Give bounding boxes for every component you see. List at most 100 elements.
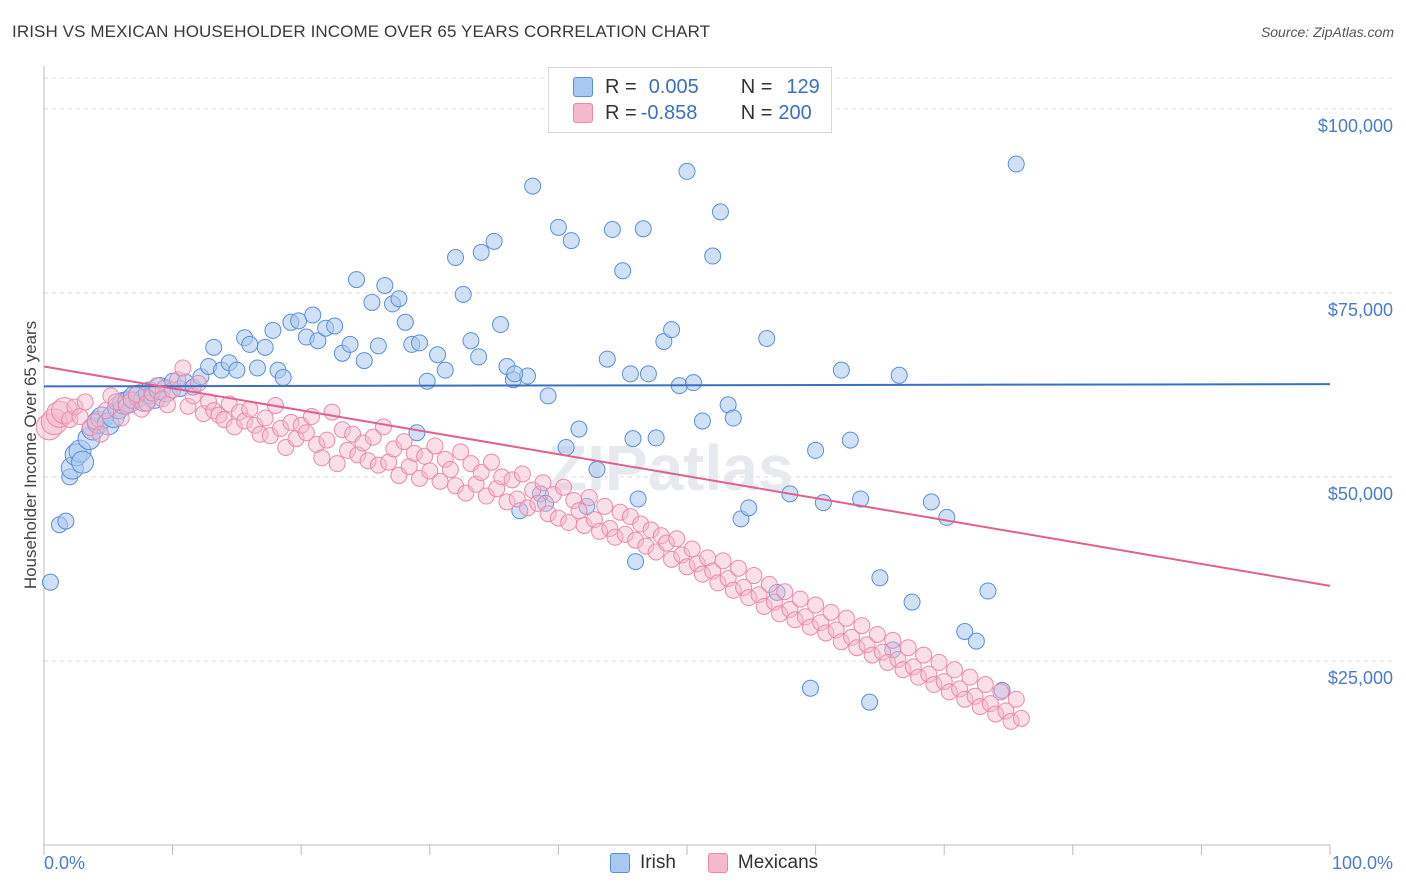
mexican-point (596, 497, 614, 515)
mexican-point (179, 397, 197, 415)
legend-label-irish: Irish (640, 852, 676, 873)
mexican-point (354, 434, 372, 452)
r-value: -0.858 (640, 101, 698, 124)
mexican-point (539, 505, 557, 523)
irish-point (205, 338, 223, 356)
mexican-point (297, 424, 315, 442)
irish-point (447, 249, 465, 267)
mexican-point (678, 558, 696, 576)
stats-legend: R = 0.005 N = 129 R = -0.858 N = 200 (548, 67, 832, 133)
chart-title: IRISH VS MEXICAN HOUSEHOLDER INCOME OVER… (12, 22, 711, 41)
irish-point (570, 420, 588, 438)
irish-point (411, 334, 429, 352)
mexican-point (879, 653, 897, 671)
irish-point (903, 593, 921, 611)
mexican-point (61, 410, 79, 428)
irish-point (41, 573, 59, 591)
mexican-point (930, 653, 948, 671)
mexican-point (1007, 690, 1025, 708)
irish-point (326, 317, 344, 335)
mexican-point (997, 702, 1015, 720)
mexican-point (693, 565, 711, 583)
n-value: 129 (786, 75, 820, 98)
mexican-point (606, 528, 624, 546)
mexican-point (822, 603, 840, 621)
mexican-point (318, 431, 336, 449)
legend-row-irish: R = 0.005 N = 129 (573, 74, 820, 100)
irish-point (629, 490, 647, 508)
irish-point (57, 512, 75, 530)
mexican-point (138, 394, 156, 412)
mexican-point (817, 624, 835, 642)
irish-point (562, 232, 580, 250)
mexican-point (837, 609, 855, 627)
mexican-point (709, 574, 727, 592)
irish-point (647, 429, 665, 447)
mexican-point (591, 522, 609, 540)
irish-point (598, 350, 616, 368)
irish-point (832, 361, 850, 379)
mexican-point (256, 409, 274, 427)
mexican-point (503, 471, 521, 489)
mexican-point (755, 597, 773, 615)
mexican-point (483, 453, 501, 471)
mexican-point (241, 400, 259, 418)
irish-point (967, 632, 985, 650)
r-value: 0.005 (648, 75, 699, 98)
mexican-point (627, 531, 645, 549)
mexican-point (441, 461, 459, 479)
irish-point (979, 582, 997, 600)
irish-point (264, 321, 282, 339)
y-tick-label: $50,000 (1328, 484, 1393, 504)
mexican-point (668, 530, 686, 548)
irish-point (684, 374, 702, 392)
mexican-point (889, 650, 907, 668)
r-label: R = (605, 101, 637, 124)
irish-point (740, 499, 758, 517)
irish-point (369, 337, 387, 355)
mexican-point (776, 583, 794, 601)
mexican-point (981, 695, 999, 713)
legend-label-mexicans: Mexicans (737, 852, 819, 873)
irish-trend-line (43, 383, 1331, 388)
irish-point (711, 203, 729, 221)
y-tick-label: $75,000 (1328, 300, 1393, 320)
irish-point (470, 348, 488, 366)
mexican-point (436, 450, 454, 468)
n-label: N = (740, 101, 773, 124)
irish-point (852, 490, 870, 508)
mexican-point (909, 668, 927, 686)
irish-point (485, 232, 503, 250)
y-tick-label: $100,000 (1318, 116, 1393, 136)
mexican-point (843, 628, 861, 646)
mexican-point (786, 611, 804, 629)
mexican-point (555, 478, 573, 496)
irish-point (1007, 155, 1025, 173)
mexican-point (611, 503, 629, 521)
legend-item-irish[interactable]: Irish (610, 852, 676, 874)
mexican-point (632, 515, 650, 533)
mexican-point (935, 673, 953, 691)
mexican-point (431, 472, 449, 490)
mexican-point (472, 463, 490, 481)
irish-point (454, 285, 472, 303)
irish-point (758, 330, 776, 348)
mexican-point (575, 516, 593, 534)
irish-point (241, 335, 259, 353)
mexican-point (858, 636, 876, 654)
irish-point (614, 262, 632, 280)
mexican-point (781, 600, 799, 618)
mexican-point (513, 465, 531, 483)
mexican-point (323, 403, 341, 421)
mexican-trend-line (43, 365, 1331, 587)
mexican-point (308, 436, 326, 454)
mexican-point (86, 413, 104, 431)
mexican-point (369, 456, 387, 474)
legend-item-mexicans[interactable]: Mexicans (707, 852, 819, 874)
mexican-point (899, 639, 917, 657)
mexican-point (945, 661, 963, 679)
mexican-point (570, 502, 588, 520)
mexican-point (637, 537, 655, 555)
mexican-point (493, 468, 511, 486)
mexican-point (333, 421, 351, 439)
